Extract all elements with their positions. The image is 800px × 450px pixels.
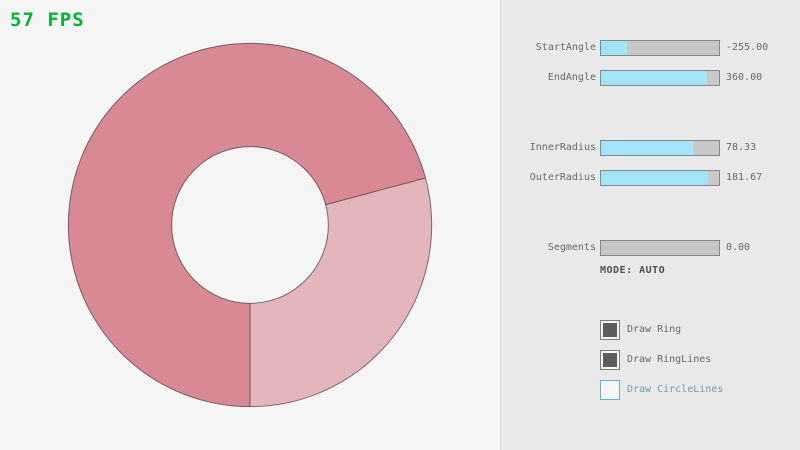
slider-row-end-angle: EndAngle 360.00: [501, 70, 800, 86]
draw-ring-checkbox[interactable]: [600, 320, 620, 340]
ring-sector-single-pass: [250, 177, 432, 407]
draw-circlelines-checkbox[interactable]: [600, 380, 620, 400]
draw-ringlines-label: Draw RingLines: [627, 354, 712, 365]
segments-value: 0.00: [726, 242, 751, 253]
slider-row-inner-radius: InnerRadius 78.33: [501, 140, 800, 156]
draw-ring-row: Draw Ring: [600, 320, 780, 340]
start-angle-slider-fill: [601, 41, 627, 55]
ring-canvas: [67, 42, 433, 408]
inner-radius-label: InnerRadius: [529, 142, 596, 153]
end-angle-slider-fill: [601, 71, 708, 85]
ring-radial-line: [325, 177, 426, 206]
slider-row-outer-radius: OuterRadius 181.67: [501, 170, 800, 186]
start-angle-slider[interactable]: [600, 40, 720, 56]
fps-counter: 57 FPS: [10, 9, 85, 31]
end-angle-label: EndAngle: [547, 72, 596, 83]
end-angle-value: 360.00: [726, 72, 763, 83]
draw-circlelines-row: Draw CircleLines: [600, 380, 780, 400]
segments-label: Segments: [547, 242, 596, 253]
outer-radius-slider-fill: [601, 171, 709, 185]
slider-row-start-angle: StartAngle -255.00: [501, 40, 800, 56]
inner-radius-slider-fill: [601, 141, 694, 155]
mode-text: MODE: AUTO: [600, 265, 666, 276]
outer-radius-value: 181.67: [726, 172, 763, 183]
slider-row-segments: Segments 0.00: [501, 240, 800, 256]
end-angle-slider[interactable]: [600, 70, 720, 86]
inner-radius-value: 78.33: [726, 142, 757, 153]
draw-circlelines-label: Draw CircleLines: [627, 384, 724, 395]
draw-ring-label: Draw Ring: [627, 324, 682, 335]
checkmark: [603, 353, 617, 367]
controls-panel: StartAngle -255.00 EndAngle 360.00 Inner…: [500, 0, 800, 450]
checkmark: [603, 323, 617, 337]
draw-ringlines-checkbox[interactable]: [600, 350, 620, 370]
inner-radius-slider[interactable]: [600, 140, 720, 156]
checkmark: [603, 383, 617, 397]
segments-slider[interactable]: [600, 240, 720, 256]
ring-sector-overlap-pass: [68, 43, 426, 407]
outer-radius-label: OuterRadius: [529, 172, 596, 183]
outer-radius-slider[interactable]: [600, 170, 720, 186]
start-angle-value: -255.00: [726, 42, 769, 53]
ring-inner-outline: [171, 146, 329, 304]
draw-ringlines-row: Draw RingLines: [600, 350, 780, 370]
start-angle-label: StartAngle: [535, 42, 596, 53]
